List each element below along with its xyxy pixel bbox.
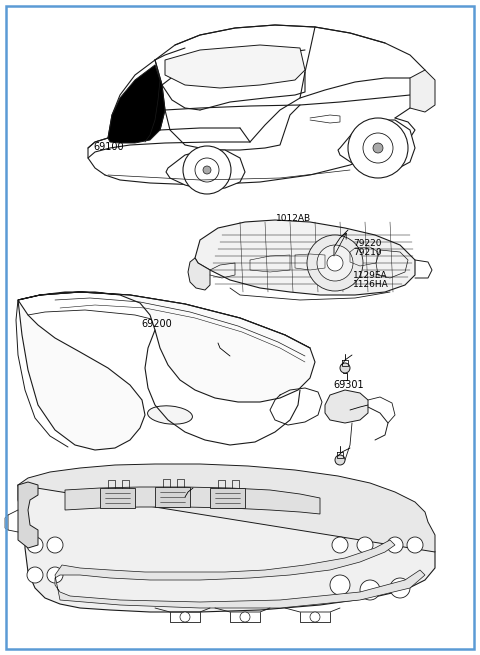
Polygon shape xyxy=(195,220,415,295)
Circle shape xyxy=(335,455,345,465)
Text: 79220: 79220 xyxy=(353,238,381,248)
Circle shape xyxy=(180,612,190,622)
Circle shape xyxy=(330,575,350,595)
Circle shape xyxy=(360,580,380,600)
Polygon shape xyxy=(325,390,368,423)
Circle shape xyxy=(310,612,320,622)
Circle shape xyxy=(348,118,408,178)
Polygon shape xyxy=(210,488,245,508)
Circle shape xyxy=(27,537,43,553)
Ellipse shape xyxy=(147,406,192,424)
Polygon shape xyxy=(100,488,135,508)
Circle shape xyxy=(27,567,43,583)
Text: 1012AB: 1012AB xyxy=(276,214,311,223)
Circle shape xyxy=(47,567,63,583)
Polygon shape xyxy=(155,487,190,507)
Circle shape xyxy=(195,158,219,182)
Text: 69200: 69200 xyxy=(142,319,172,329)
Circle shape xyxy=(317,245,353,281)
Circle shape xyxy=(332,537,348,553)
Circle shape xyxy=(363,133,393,163)
Polygon shape xyxy=(410,70,435,112)
Circle shape xyxy=(357,537,373,553)
Circle shape xyxy=(407,537,423,553)
Circle shape xyxy=(327,255,343,271)
Circle shape xyxy=(183,146,231,194)
Circle shape xyxy=(390,578,410,598)
Polygon shape xyxy=(18,464,435,552)
Polygon shape xyxy=(165,45,305,88)
Polygon shape xyxy=(18,478,435,612)
Polygon shape xyxy=(65,487,320,514)
Polygon shape xyxy=(55,540,425,608)
Text: 1126HA: 1126HA xyxy=(353,280,388,290)
Circle shape xyxy=(203,166,211,174)
Circle shape xyxy=(240,612,250,622)
Polygon shape xyxy=(166,150,245,190)
Polygon shape xyxy=(188,258,210,290)
Text: 79210: 79210 xyxy=(353,248,382,257)
Polygon shape xyxy=(338,120,415,172)
Circle shape xyxy=(387,537,403,553)
Circle shape xyxy=(47,537,63,553)
Text: 1129EA: 1129EA xyxy=(353,271,387,280)
Text: 69301: 69301 xyxy=(334,380,364,390)
Polygon shape xyxy=(18,292,315,402)
Polygon shape xyxy=(18,300,145,450)
Polygon shape xyxy=(108,65,165,143)
Polygon shape xyxy=(18,482,38,548)
Text: 69100: 69100 xyxy=(94,142,124,153)
Circle shape xyxy=(307,235,363,291)
Circle shape xyxy=(373,143,383,153)
Circle shape xyxy=(340,363,350,373)
